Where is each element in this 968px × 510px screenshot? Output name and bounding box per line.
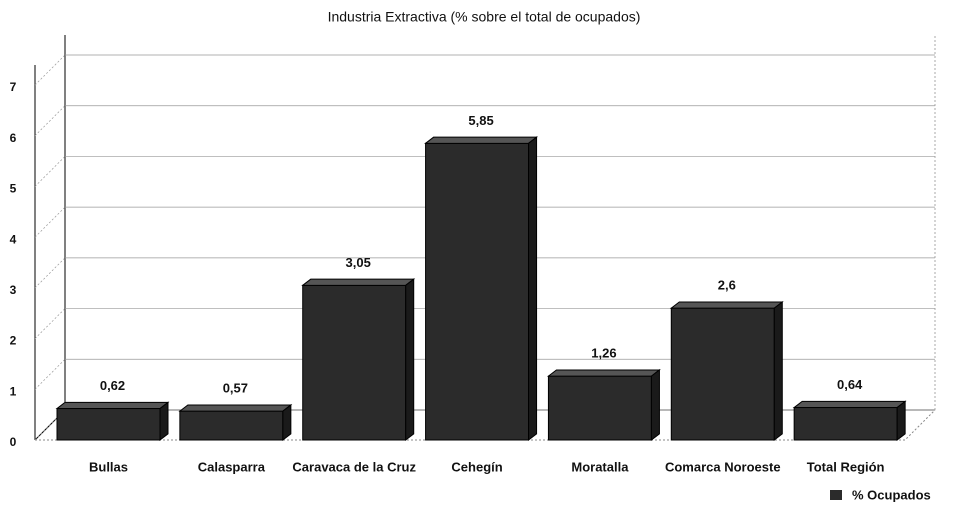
y-tick-label: 0 bbox=[10, 435, 17, 449]
legend-swatch bbox=[830, 490, 842, 500]
value-label: 0,57 bbox=[223, 381, 248, 396]
y-tick-label: 7 bbox=[10, 80, 17, 94]
bar-side bbox=[528, 136, 538, 442]
grid-diagonal bbox=[34, 409, 66, 441]
x-tick-label: Caravaca de la Cruz bbox=[292, 459, 416, 474]
y-tick-label: 5 bbox=[10, 182, 17, 196]
bar bbox=[302, 284, 407, 441]
bar bbox=[670, 307, 775, 441]
grid-diagonal bbox=[34, 206, 66, 238]
x-tick-label: Cehegín bbox=[451, 459, 502, 474]
value-label: 5,85 bbox=[468, 113, 493, 128]
y-tick-label: 4 bbox=[10, 232, 17, 246]
bar-side bbox=[159, 401, 169, 442]
value-label: 0,62 bbox=[100, 378, 125, 393]
y-tick-label: 3 bbox=[10, 283, 17, 297]
value-label: 3,05 bbox=[346, 255, 371, 270]
bar-side bbox=[896, 400, 906, 442]
grid-diagonal bbox=[34, 156, 66, 187]
bar-top bbox=[178, 404, 293, 412]
value-label: 2,6 bbox=[718, 278, 736, 293]
grid-diagonal bbox=[34, 308, 66, 339]
x-tick-label: Bullas bbox=[89, 459, 128, 474]
value-label: 1,26 bbox=[591, 346, 616, 361]
y-tick-label: 1 bbox=[10, 384, 17, 398]
bar bbox=[179, 410, 284, 441]
bar-top bbox=[424, 136, 539, 144]
value-label: 0,64 bbox=[837, 377, 863, 392]
bar bbox=[56, 408, 161, 441]
bar-top bbox=[55, 401, 170, 410]
bar-top bbox=[792, 400, 907, 409]
x-tick-label: Total Región bbox=[807, 459, 885, 474]
bar-side bbox=[282, 403, 292, 442]
bar-side bbox=[773, 300, 783, 442]
chart-title: Industria Extractiva (% sobre el total d… bbox=[328, 9, 641, 25]
bar bbox=[425, 142, 530, 441]
bar bbox=[547, 375, 652, 441]
x-tick-label: Comarca Noroeste bbox=[665, 459, 781, 474]
bar-top bbox=[546, 369, 661, 377]
x-tick-label: Calasparra bbox=[198, 459, 266, 474]
grid-diagonal bbox=[34, 257, 66, 289]
y-tick-label: 6 bbox=[10, 131, 17, 145]
legend-label: % Ocupados bbox=[852, 487, 931, 502]
bar-top bbox=[669, 301, 784, 309]
grid-diagonal bbox=[34, 105, 66, 136]
y-tick-label: 2 bbox=[10, 334, 17, 348]
bar-top bbox=[301, 278, 416, 286]
bar bbox=[793, 407, 898, 441]
bar-side bbox=[650, 368, 660, 442]
x-tick-label: Moratalla bbox=[571, 459, 629, 474]
grid-diagonal bbox=[34, 54, 66, 86]
bar-side bbox=[405, 278, 415, 442]
grid-diagonal bbox=[34, 359, 66, 390]
